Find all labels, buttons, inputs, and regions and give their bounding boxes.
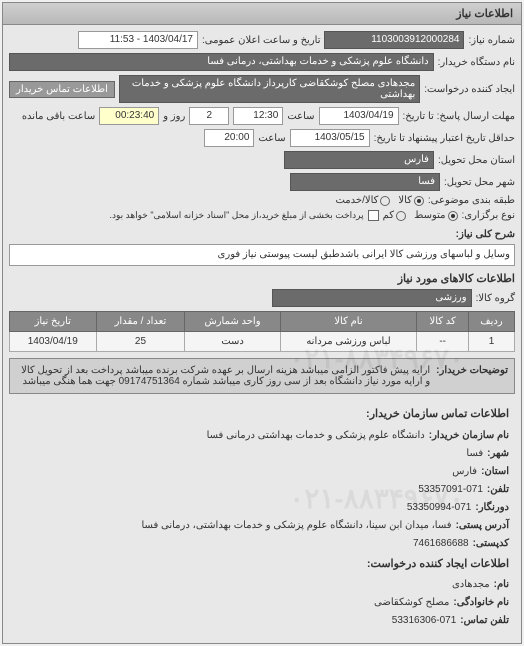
postal-label: کدپستی: xyxy=(473,536,509,552)
creator-phone-label: تلفن تماس: xyxy=(460,613,509,629)
delivery-date: 1403/05/15 xyxy=(290,129,370,147)
desc-value: وسایل و لباسهای ورزشی کالا ایرانی باشدطب… xyxy=(9,244,515,266)
fax-value: 53350994-071 xyxy=(407,500,472,516)
creator-family-label: نام خانوادگی: xyxy=(453,595,509,611)
th-row: ردیف xyxy=(469,312,515,332)
notes-label: توضیحات خریدار: xyxy=(436,365,508,387)
days-label: روز و xyxy=(163,111,185,122)
payment-checkbox[interactable] xyxy=(368,210,379,221)
th-unit: واحد شمارش xyxy=(185,312,280,332)
goods-group-label: گروه کالا: xyxy=(476,293,515,304)
time-label-2: ساعت xyxy=(258,133,285,144)
radio-kala[interactable]: کالا xyxy=(398,195,424,206)
time-label-1: ساعت xyxy=(287,111,314,122)
creator-family-value: مصلح کوشکقاضی xyxy=(374,595,449,611)
table-row: 1 -- لباس ورزشی مردانه دست 25 1403/04/19 xyxy=(10,332,515,352)
creator-name-value: مجدهادی xyxy=(452,577,490,593)
announce-value: 1403/04/17 - 11:53 xyxy=(78,31,198,49)
notes-text: ارایه پیش فاکتور الزامی میباشد هزینه ارس… xyxy=(16,365,430,387)
delivery-time: 20:00 xyxy=(204,129,254,147)
radio-avg[interactable]: متوسط xyxy=(414,210,457,221)
td-code: -- xyxy=(417,332,469,352)
days-remain: 2 xyxy=(189,107,229,125)
province-value: فارس xyxy=(284,151,434,169)
radio-circle-icon xyxy=(448,211,458,221)
contact-info-button[interactable]: اطلاعات تماس خریدار xyxy=(9,81,115,98)
radio-khadamat[interactable]: کالا/خدمت xyxy=(335,195,390,206)
address-value: فسا، میدان ابن سینا، دانشگاه علوم پزشکی … xyxy=(141,518,451,534)
goods-group-value: ورزشی xyxy=(272,289,472,307)
request-no-value: 1103003912000284 xyxy=(324,31,464,49)
buyer-label: نام دستگاه خریدار: xyxy=(438,57,515,68)
postal-value: 7461686688 xyxy=(413,536,469,552)
org-label: نام سازمان خریدار: xyxy=(429,428,509,444)
deadline-send-time: 12:30 xyxy=(233,107,283,125)
city-label: شهر محل تحویل: xyxy=(444,177,515,188)
deadline-send-date: 1403/04/19 xyxy=(319,107,399,125)
province-label: استان محل تحویل: xyxy=(438,155,515,166)
radio-low-label: کم xyxy=(383,210,394,221)
requester-label: ایجاد کننده درخواست: xyxy=(424,84,515,95)
radio-low[interactable]: کم xyxy=(383,210,406,221)
creator-name-label: نام: xyxy=(494,577,509,593)
goods-table: ردیف کد کالا نام کالا واحد شمارش تعداد /… xyxy=(9,311,515,352)
td-qty: 25 xyxy=(96,332,185,352)
fax-label: دورنگار: xyxy=(475,500,509,516)
radio-avg-label: متوسط xyxy=(414,210,445,221)
radio-kala-label: کالا xyxy=(398,195,412,206)
org-value: دانشگاه علوم پزشکی و خدمات بهداشتی درمان… xyxy=(207,428,425,444)
group-label: طبقه بندی موضوعی: xyxy=(428,195,515,206)
th-qty: تعداد / مقدار xyxy=(96,312,185,332)
address-label: آدرس پستی: xyxy=(456,518,509,534)
panel-body: شماره نیاز: 1103003912000284 تاریخ و ساع… xyxy=(3,25,521,643)
buyer-notes-box: توضیحات خریدار: ارایه پیش فاکتور الزامی … xyxy=(9,358,515,394)
request-no-label: شماره نیاز: xyxy=(468,35,515,46)
contact-province-value: فارس xyxy=(452,464,477,480)
th-name: نام کالا xyxy=(280,312,417,332)
contact-city-label: شهر: xyxy=(487,446,509,462)
time-remain: 00:23:40 xyxy=(99,107,159,125)
amount-radio-group: متوسط کم xyxy=(383,210,458,221)
radio-circle-icon xyxy=(414,196,424,206)
radio-khadamat-label: کالا/خدمت xyxy=(335,195,378,206)
contact-province-label: استان: xyxy=(481,464,509,480)
td-date: 1403/04/19 xyxy=(10,332,97,352)
info-panel: اطلاعات نیاز شماره نیاز: 110300391200028… xyxy=(2,2,522,644)
contact-section-title: اطلاعات تماس سازمان خریدار: xyxy=(15,406,509,424)
td-row: 1 xyxy=(469,332,515,352)
remain-label: ساعت باقی مانده xyxy=(22,111,95,122)
announce-label: تاریخ و ساعت اعلان عمومی: xyxy=(202,35,321,46)
category-radio-group: کالا کالا/خدمت xyxy=(335,195,423,206)
panel-header: اطلاعات نیاز xyxy=(3,3,521,25)
contact-city-value: فسا xyxy=(466,446,483,462)
td-name: لباس ورزشی مردانه xyxy=(280,332,417,352)
creator-section-title: اطلاعات ایجاد کننده درخواست: xyxy=(15,556,509,574)
delivery-label: حداقل تاریخ اعتبار پیشنهاد تا تاریخ: xyxy=(374,133,515,144)
payment-note: پرداخت بخشی از مبلغ خرید،از محل "اسناد خ… xyxy=(109,210,363,221)
td-unit: دست xyxy=(185,332,280,352)
buyer-value: دانشگاه علوم پزشکی و خدمات بهداشتی، درما… xyxy=(9,53,434,71)
creator-phone-value: 53316306-071 xyxy=(392,613,457,629)
goods-section-title: اطلاعات کالاهای مورد نیاز xyxy=(9,272,515,285)
radio-circle-icon xyxy=(396,211,406,221)
radio-circle-icon xyxy=(380,196,390,206)
amount-type-label: نوع برگزاری: xyxy=(462,210,516,221)
city-value: فسا xyxy=(290,173,440,191)
requester-value: مجدهادی مصلح کوشکقاضی کارپرداز دانشگاه ع… xyxy=(119,75,420,103)
phone-label: تلفن: xyxy=(487,482,509,498)
desc-label: شرح کلی نیاز: xyxy=(456,229,515,240)
th-date: تاریخ نیاز xyxy=(10,312,97,332)
table-header-row: ردیف کد کالا نام کالا واحد شمارش تعداد /… xyxy=(10,312,515,332)
deadline-send-label: مهلت ارسال پاسخ: تا تاریخ: xyxy=(403,111,515,122)
contact-section: اطلاعات تماس سازمان خریدار: نام سازمان خ… xyxy=(9,394,515,637)
th-code: کد کالا xyxy=(417,312,469,332)
phone-value: 53357091-071 xyxy=(418,482,483,498)
